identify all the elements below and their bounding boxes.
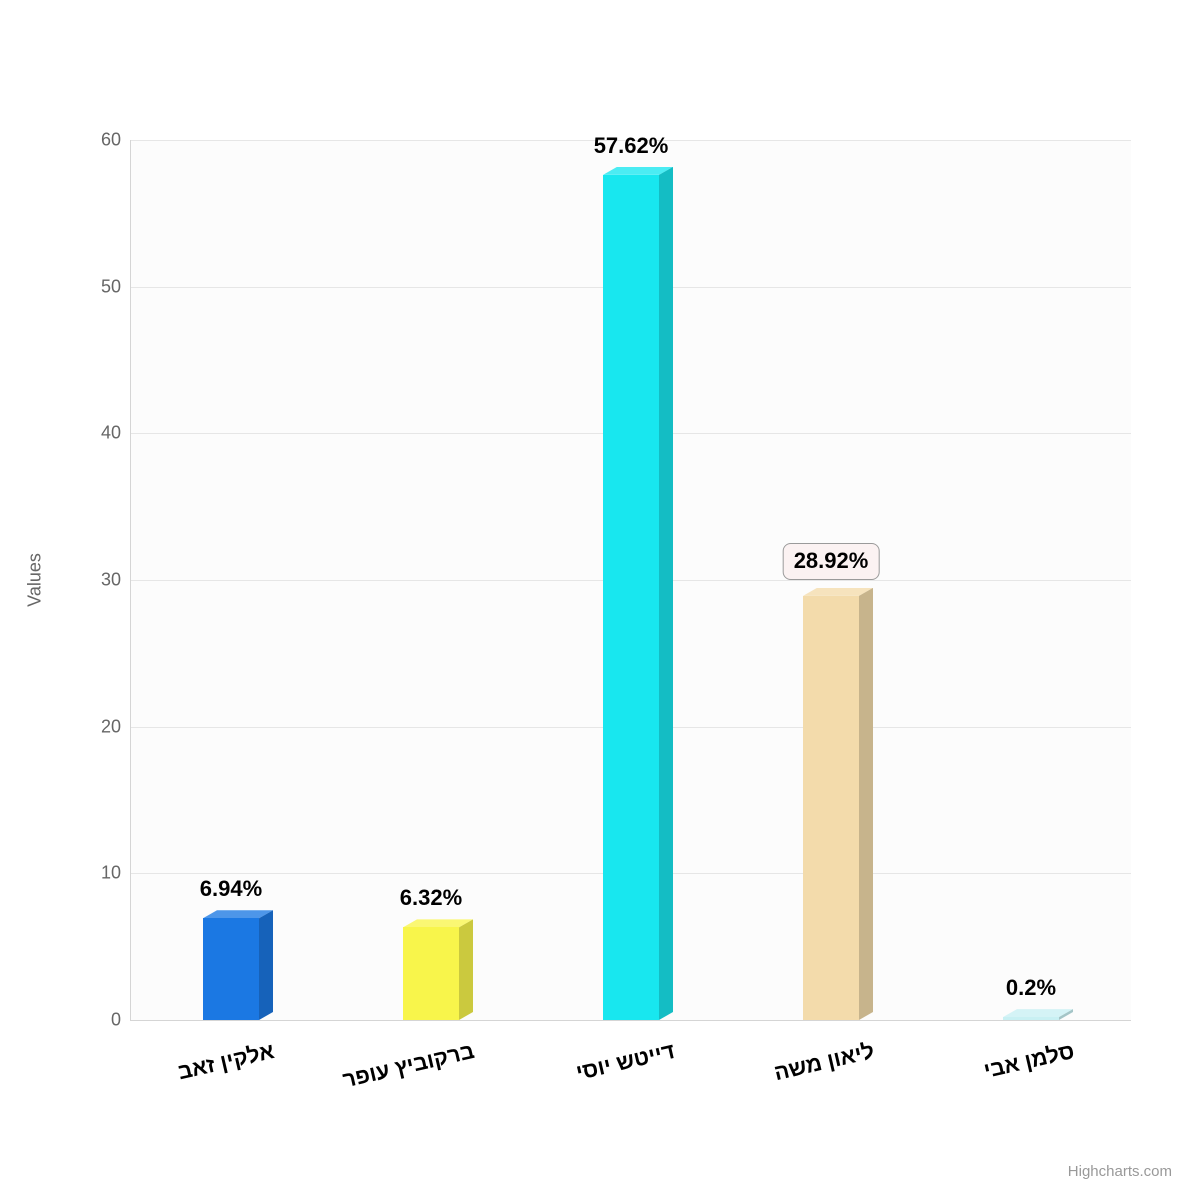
bar <box>1003 1017 1059 1020</box>
bar-front <box>1003 1017 1059 1020</box>
y-axis-tick: 20 <box>101 716 121 737</box>
y-axis-tick: 0 <box>111 1010 121 1031</box>
bar <box>203 918 259 1020</box>
bar-front <box>203 918 259 1020</box>
y-axis-tick: 40 <box>101 423 121 444</box>
plot-area: 01020304050606.94%אלקין זאב6.32%ברקוביץ … <box>130 140 1131 1021</box>
y-axis-tick: 60 <box>101 130 121 151</box>
bar-side-face <box>459 919 473 1020</box>
y-axis-tick: 30 <box>101 570 121 591</box>
bar-front <box>603 175 659 1020</box>
y-axis-tick: 50 <box>101 276 121 297</box>
bar-chart: 0 10 20 30 40 50 60 6.94% אלקין זאב 6.32% ברקוביץ … <box>0 0 1200 1200</box>
bar <box>603 175 659 1020</box>
x-axis-label: סלמן אבי <box>981 1038 1076 1084</box>
data-label: 28.92% <box>783 543 880 580</box>
bar-front <box>403 927 459 1020</box>
x-axis-label: דייטש יוסי <box>573 1038 677 1086</box>
x-axis-label: ליאון משה <box>772 1038 877 1086</box>
data-label: 0.2% <box>1006 975 1056 1001</box>
bar-side-face <box>259 910 273 1020</box>
y-axis-title: Values <box>25 553 46 607</box>
bar-side-face <box>659 167 673 1020</box>
bar-front <box>803 596 859 1020</box>
x-axis-label: ברקוביץ עופר <box>340 1038 476 1093</box>
y-axis-tick: 10 <box>101 863 121 884</box>
chart-credit: Highcharts.com <box>1068 1163 1172 1180</box>
bar <box>803 596 859 1020</box>
data-label: 6.32% <box>400 885 462 911</box>
data-label: 57.62% <box>594 133 669 159</box>
bar-side-face <box>859 588 873 1020</box>
data-label: 6.94% <box>200 876 262 902</box>
x-axis-label: אלקין זאב <box>176 1038 277 1085</box>
bar <box>403 927 459 1020</box>
